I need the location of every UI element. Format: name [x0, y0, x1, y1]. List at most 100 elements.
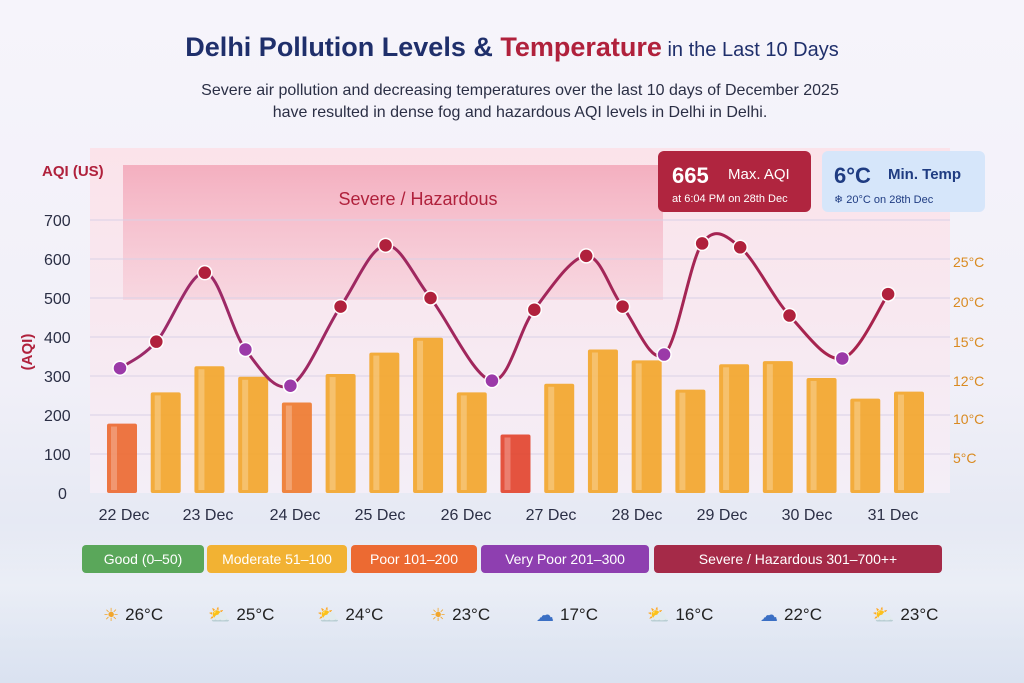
partly-cloudy-icon: ⛅ — [647, 604, 670, 625]
aqi-bar — [500, 434, 531, 493]
forecast-item: ⛅ 16°C — [647, 600, 713, 630]
y-tick-label: 300 — [44, 369, 71, 386]
aqi-bar — [325, 374, 356, 493]
aqi-bar-highlight — [242, 379, 249, 490]
aqi-point — [880, 286, 896, 302]
y-axis-title: AQI (US) — [42, 163, 104, 180]
sun-icon: ☀ — [103, 604, 120, 625]
forecast-temp: 24°C — [345, 605, 384, 624]
x-tick-label: 22 Dec — [99, 507, 150, 524]
aqi-bar — [369, 352, 400, 493]
band-label: Severe / Hazardous — [338, 189, 497, 209]
right-tick-label: 5°C — [953, 450, 977, 466]
aqi-bar — [631, 360, 662, 493]
aqi-bar — [806, 377, 837, 493]
min-temp-label: Min. Temp — [888, 166, 962, 183]
subtitle-line-1: Severe air pollution and decreasing temp… — [201, 82, 839, 99]
legend-very-poor: Very Poor 201–300 — [481, 545, 649, 573]
forecast-temp: 25°C — [236, 605, 275, 624]
y-tick-label: 400 — [44, 330, 71, 347]
aqi-point — [332, 298, 349, 315]
legend-poor: Poor 101–200 — [351, 545, 477, 573]
x-tick-label: 28 Dec — [612, 507, 663, 524]
right-tick-label: 25°C — [953, 254, 984, 270]
aqi-bar-highlight — [285, 405, 292, 490]
aqi-bar — [587, 349, 618, 493]
right-tick-label: 10°C — [953, 411, 984, 427]
aqi-bar — [413, 337, 444, 493]
aqi-bar-highlight — [504, 437, 511, 490]
aqi-bar-highlight — [111, 426, 117, 490]
min-temp-value: 6°C — [834, 163, 871, 188]
aqi-point — [656, 346, 672, 363]
aqi-point — [112, 360, 128, 376]
x-tick-label: 27 Dec — [526, 507, 577, 524]
y-tick-labels: 0 100 200 300 400 500 600 700 — [44, 213, 71, 503]
aqi-bar-highlight — [854, 401, 861, 490]
x-tick-label: 25 Dec — [355, 507, 406, 524]
aqi-bar-highlight — [548, 386, 555, 490]
title-part-1: Delhi Pollution Levels & — [185, 32, 501, 62]
aqi-point — [148, 333, 165, 350]
right-tick-label: 20°C — [953, 294, 984, 310]
aqi-point — [237, 341, 254, 358]
aqi-point — [526, 301, 543, 318]
right-tick-label: 12°C — [953, 373, 984, 389]
aqi-bar — [762, 361, 793, 493]
aqi-bar — [719, 364, 750, 493]
aqi-point — [578, 248, 594, 264]
subtitle-line-2: have resulted in dense fog and hazardous… — [272, 104, 768, 121]
aqi-bar-highlight — [635, 363, 642, 490]
aqi-bar — [107, 423, 137, 493]
aqi-point — [282, 378, 299, 394]
aqi-bar — [194, 366, 225, 493]
legend-severe: Severe / Hazardous 301–700++ — [654, 545, 942, 573]
y-tick-label: 700 — [44, 213, 71, 230]
x-tick-label: 29 Dec — [697, 507, 748, 524]
forecast-temp: 26°C — [125, 605, 164, 624]
y-tick-label: 500 — [44, 291, 71, 308]
bars-group — [107, 337, 924, 493]
aqi-point — [781, 307, 798, 324]
aqi-point — [197, 264, 213, 281]
subtitle: Severe air pollution and decreasing temp… — [120, 80, 920, 124]
rain-cloud-icon: ☁ — [760, 604, 778, 625]
aqi-point — [694, 235, 710, 252]
sun-icon: ☀ — [430, 604, 447, 625]
max-aqi-subtext: at 6:04 PM on 28th Dec — [672, 193, 788, 205]
x-tick-label: 31 Dec — [868, 507, 919, 524]
forecast-item: ☁ 22°C — [760, 600, 822, 630]
aqi-point — [732, 239, 748, 256]
page-title: Delhi Pollution Levels & Temperature in … — [0, 32, 1024, 63]
partly-cloudy-icon: ⛅ — [208, 604, 231, 625]
x-tick-label: 23 Dec — [183, 507, 234, 524]
forecast-temp: 16°C — [675, 605, 714, 624]
forecast-temp: 23°C — [900, 605, 939, 624]
aqi-bar-highlight — [898, 394, 904, 490]
forecast-item: ☀ 26°C — [103, 600, 163, 630]
aqi-bar-highlight — [329, 377, 336, 490]
max-aqi-badge: 665 Max. AQI at 6:04 PM on 28th Dec — [658, 151, 811, 212]
aqi-bar — [238, 376, 269, 493]
aqi-bar-highlight — [766, 364, 773, 490]
y-tick-label: 200 — [44, 408, 71, 425]
aqi-bar-highlight — [723, 367, 730, 490]
aqi-bar-highlight — [460, 395, 467, 490]
aqi-bar-highlight — [591, 352, 598, 490]
legend-moderate: Moderate 51–100 — [207, 545, 347, 573]
title-part-3: in the Last 10 Days — [661, 39, 839, 61]
partly-cloudy-icon: ⛅ — [872, 604, 895, 625]
aqi-point — [834, 350, 851, 367]
aqi-point — [614, 298, 631, 315]
aqi-bar-highlight — [417, 340, 424, 490]
aqi-point — [377, 237, 394, 254]
min-temp-subtext: ❄ 20°C on 28th Dec — [834, 194, 934, 206]
forecast-item: ☀ 23°C — [430, 600, 490, 630]
aqi-bar-highlight — [198, 369, 205, 490]
title-part-2: Temperature — [500, 32, 662, 62]
y-tick-label: 100 — [44, 447, 71, 464]
forecast-temp: 22°C — [784, 605, 822, 624]
y-tick-label: 600 — [44, 252, 71, 269]
max-aqi-value: 665 — [672, 163, 709, 188]
forecast-temp: 17°C — [560, 605, 598, 624]
